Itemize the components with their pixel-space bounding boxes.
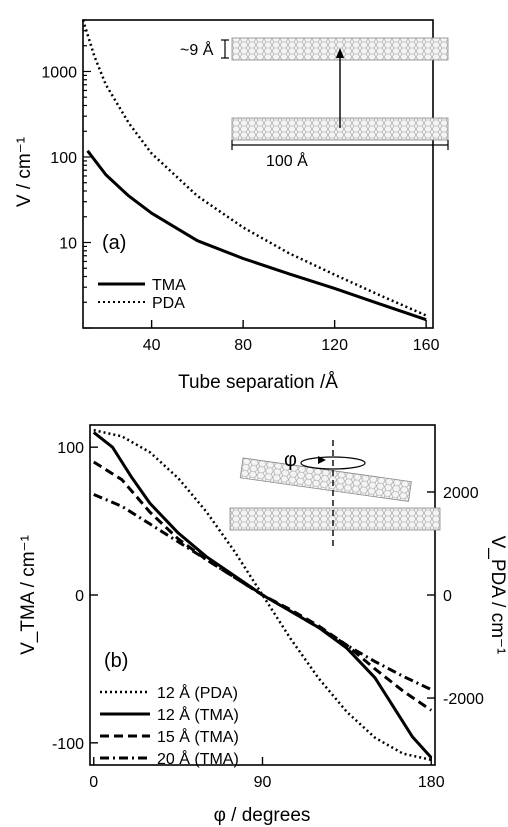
panel-b-ylabel-left: V_TMA / cm⁻¹ [18, 535, 39, 655]
series-pda [81, 19, 427, 317]
rotation-circle [300, 456, 366, 470]
panel-a-xtick-label: 80 [234, 337, 252, 354]
fixed-nanotube [229, 507, 441, 531]
series-20-tma- [93, 493, 432, 691]
panel-a-xlabel: Tube separation /Å [178, 372, 338, 393]
panel-b-xtick-label: 180 [418, 774, 445, 791]
panel-b-label: (b) [104, 650, 128, 672]
angle-symbol: φ [284, 449, 297, 471]
legend-label-15-tma: 15 Å (TMA) [157, 727, 239, 746]
panel-b-xlabel: φ / degrees [214, 805, 311, 826]
panel-b-ytick-right-label: 2000 [443, 485, 479, 502]
rotation-arrowhead [318, 456, 326, 464]
panel-a-legend: TMA PDA [98, 277, 186, 312]
panel-a-ytick-label: 10 [59, 235, 77, 252]
panel-b-inset: φ [229, 440, 441, 548]
series-15-tma- [92, 460, 433, 712]
panel-b-xtick-label: 90 [254, 774, 272, 791]
panel-a-frame [82, 19, 434, 329]
legend-label-tma: TMA [152, 277, 186, 294]
panel-a-label: (a) [102, 232, 126, 254]
panel-b-xtick-label: 0 [89, 774, 98, 791]
panel-b-ytick-right-label: 0 [443, 588, 452, 605]
panel-a-xtick-label: 40 [143, 337, 161, 354]
separation-arrowhead [336, 48, 344, 58]
panel-a: 40 80 120 160 10 100 1000 ~9 Å 100 Å (a) TMA P… [14, 19, 449, 393]
panel-a-ytick-label: 100 [50, 150, 77, 167]
panel-b-ytick-left-label: 0 [75, 588, 84, 605]
length-label: 100 Å [266, 151, 308, 170]
panel-b-legend: 12 Å (PDA) 12 Å (TMA) 15 Å (TMA) 20 Å (T… [100, 683, 239, 768]
panel-b-ytick-right-label: -2000 [443, 691, 484, 708]
gap-label: ~9 Å [180, 40, 214, 59]
panel-a-ytick-label: 1000 [41, 64, 77, 81]
series-tma [86, 149, 427, 322]
panel-a-inset: ~9 Å 100 Å [180, 37, 449, 170]
rotated-nanotube [239, 457, 412, 502]
legend-label-12-tma: 12 Å (TMA) [157, 705, 239, 724]
legend-label-12-pda: 12 Å (PDA) [157, 683, 238, 702]
legend-label-20-tma: 20 Å (TMA) [157, 749, 239, 768]
legend-label-pda: PDA [152, 295, 185, 312]
series-12-pda- [93, 428, 432, 762]
panel-a-xtick-label: 120 [321, 337, 348, 354]
panel-a-ylabel: V / cm⁻¹ [14, 137, 35, 207]
panel-a-xtick-label: 160 [413, 337, 440, 354]
panel-b: 0 90 180 -100 0 100 -2000 0 2000 φ (b) 12 Å (PDA… [18, 424, 508, 826]
panel-b-ytick-left-label: -100 [52, 736, 84, 753]
panel-b-ytick-left-label: 100 [57, 440, 84, 457]
panel-b-ylabel-right: V_PDA / cm⁻¹ [487, 536, 508, 655]
